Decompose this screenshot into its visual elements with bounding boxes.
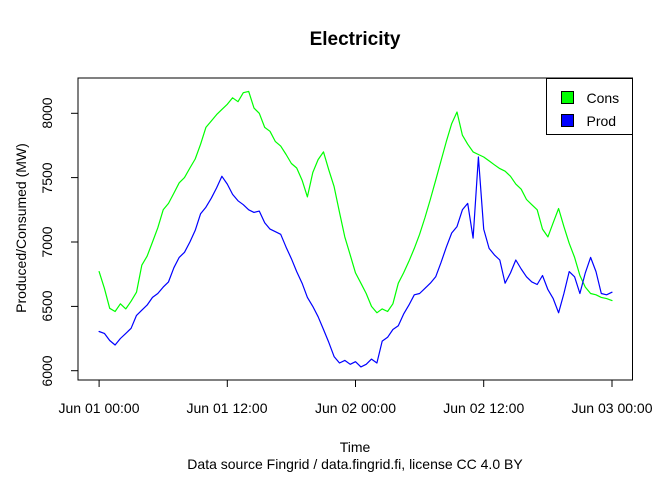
legend-item-cons: Cons <box>560 89 620 106</box>
y-tick-label: 6500 <box>39 290 55 322</box>
prod-swatch <box>560 114 574 127</box>
y-tick-label: 6000 <box>39 355 55 387</box>
x-tick-label: Jun 02 00:00 <box>315 400 396 416</box>
y-axis-label: Produced/Consumed (MW) <box>13 143 29 313</box>
x-tick-label: Jun 01 00:00 <box>58 400 140 416</box>
axes-frame <box>71 77 633 387</box>
y-tick-label: 7000 <box>39 226 55 258</box>
chart-title: Electricity <box>309 29 401 50</box>
series-line-cons <box>98 90 613 314</box>
legend-label-prod: Prod <box>586 112 617 129</box>
y-tick-label: 8000 <box>39 97 55 129</box>
cons-swatch <box>560 91 574 104</box>
series-line-prod <box>98 156 613 368</box>
x-tick-label: Jun 01 12:00 <box>186 400 268 416</box>
series-group <box>98 90 613 368</box>
x-tick-label: Jun 02 12:00 <box>443 400 525 416</box>
x-tick-label: Jun 03 00:00 <box>571 400 653 416</box>
y-tick-label: 7500 <box>39 162 55 194</box>
legend: Cons Prod <box>545 77 633 135</box>
legend-label-cons: Cons <box>586 89 620 106</box>
legend-item-prod: Prod <box>560 112 617 129</box>
x-axis-label: Time <box>339 439 371 455</box>
source-caption: Data source Fingrid / data.fingrid.fi, l… <box>187 456 523 472</box>
